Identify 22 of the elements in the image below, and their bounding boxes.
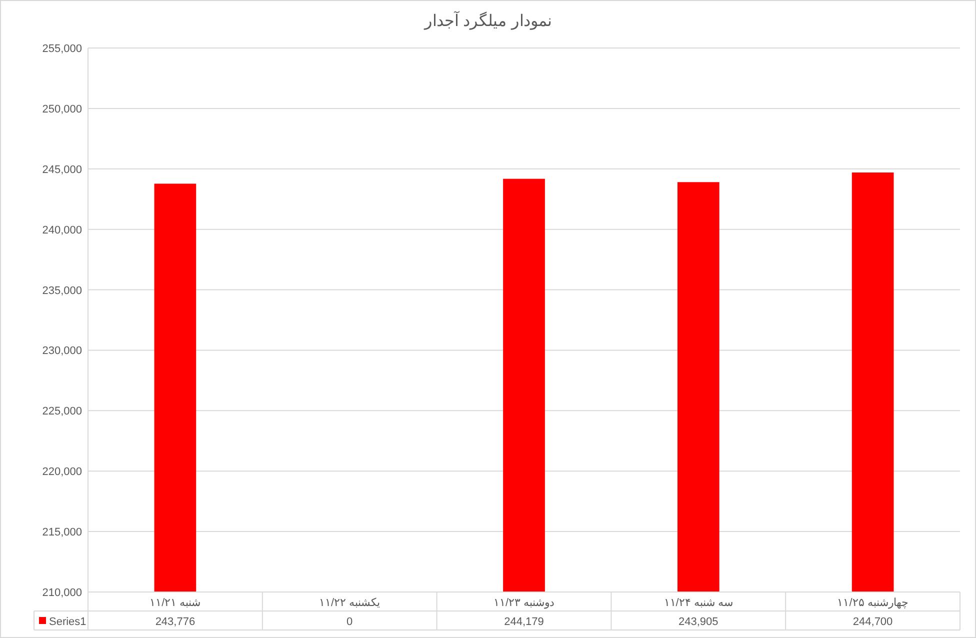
data-label: 244,179: [504, 616, 544, 628]
y-tick-label: 215,000: [42, 526, 82, 539]
y-tick-label: 225,000: [42, 406, 82, 418]
x-tick-label: سه شنبه ۱۱/۲۴: [664, 597, 733, 609]
y-tick-label: 230,000: [42, 345, 82, 358]
x-tick-label: یکشنبه ۱۱/۲۲: [319, 597, 380, 609]
y-tick-label: 210,000: [42, 587, 82, 599]
data-label: 243,905: [678, 616, 718, 628]
y-tick-label: 235,000: [42, 284, 82, 297]
x-tick-label: چهارشنبه ۱۱/۲۵: [837, 597, 908, 609]
y-tick-label: 240,000: [42, 224, 82, 236]
data-label: 243,776: [155, 616, 196, 628]
text: 0: [346, 616, 353, 628]
x-tick-label: شنبه ۱۱/۲۱: [150, 597, 201, 609]
y-tick-label: 220,000: [42, 466, 82, 478]
y-tick-label: 255,000: [42, 43, 82, 55]
legend-label: Series1: [49, 616, 86, 628]
y-tick-label: 245,000: [42, 164, 82, 176]
chart-title: نمودار میلگرد آجدار: [424, 10, 552, 30]
y-tick-label: 250,000: [42, 103, 82, 116]
x-tick-label: دوشنبه ۱۱/۲۳: [493, 597, 555, 609]
data-label: 244,700: [852, 616, 893, 628]
